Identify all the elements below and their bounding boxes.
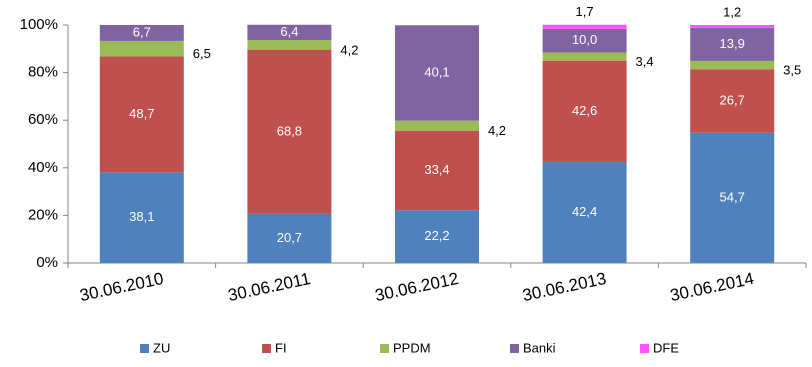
bar-segment — [395, 120, 479, 131]
data-label: 54,7 — [720, 189, 745, 204]
x-tick-label: 30.06.2012 — [373, 269, 460, 305]
data-label: 6,5 — [193, 46, 211, 61]
data-label: 42,6 — [572, 103, 597, 118]
bar-segment — [395, 25, 479, 121]
y-tick-label: 60% — [28, 111, 58, 128]
bar-segment — [542, 60, 627, 163]
bar-segment — [690, 132, 775, 263]
y-tick-label: 0% — [36, 254, 58, 271]
data-label: 10,0 — [572, 32, 597, 47]
data-label: 42,4 — [572, 204, 597, 219]
bar-segment — [690, 27, 775, 61]
bar-segment — [690, 60, 775, 70]
bar-segment — [690, 69, 775, 133]
legend-swatch — [510, 344, 519, 353]
data-label: 13,9 — [720, 36, 745, 51]
legend-label: FI — [275, 340, 287, 355]
x-tick-label: 30.06.2013 — [521, 269, 608, 305]
legend-label: ZU — [153, 340, 170, 355]
data-label: 3,4 — [636, 54, 654, 69]
data-label: 22,2 — [424, 228, 449, 243]
bar-segment — [395, 210, 479, 263]
x-tick-label: 30.06.2010 — [78, 269, 165, 305]
data-label: 1,7 — [576, 4, 594, 19]
y-tick-label: 80% — [28, 64, 58, 81]
y-tick-label: 40% — [28, 159, 58, 176]
data-label: 1,2 — [723, 4, 741, 19]
data-label: 3,5 — [783, 63, 801, 78]
bar-segment — [247, 39, 332, 50]
data-label: 20,7 — [277, 230, 302, 245]
legend-swatch — [640, 344, 649, 353]
bar-segment — [542, 162, 627, 263]
bar-segment — [247, 24, 332, 40]
data-label: 4,2 — [340, 42, 358, 57]
data-label: 4,2 — [488, 123, 506, 138]
bar-segment — [99, 25, 184, 41]
data-label: 33,4 — [424, 162, 449, 177]
legend-swatch — [380, 344, 389, 353]
bar-segment — [690, 25, 775, 28]
bar-segment — [542, 24, 627, 29]
x-tick-label: 30.06.2014 — [668, 269, 755, 305]
data-label: 68,8 — [277, 123, 302, 138]
bar-segment — [395, 130, 479, 211]
data-label: 38,1 — [129, 209, 154, 224]
legend-label: Banki — [523, 340, 556, 355]
legend-label: PPDM — [393, 340, 431, 355]
bar-segment — [99, 172, 184, 263]
data-label: 6,4 — [280, 24, 298, 39]
bar-segment — [247, 49, 332, 214]
bar-segment — [99, 40, 184, 57]
data-label: 40,1 — [424, 64, 449, 79]
legend-label: DFE — [653, 340, 679, 355]
y-tick-label: 20% — [28, 206, 58, 223]
bar-segment — [542, 28, 627, 53]
data-label: 26,7 — [720, 92, 745, 107]
legend-swatch — [140, 344, 149, 353]
bar-segment — [99, 56, 184, 173]
data-label: 6,7 — [133, 24, 151, 39]
x-tick-label: 30.06.2011 — [226, 269, 312, 305]
y-tick-label: 100% — [20, 16, 58, 33]
bar-segment — [542, 52, 627, 61]
legend-swatch — [262, 344, 271, 353]
data-label: 48,7 — [129, 106, 154, 121]
bar-segment — [247, 213, 332, 263]
